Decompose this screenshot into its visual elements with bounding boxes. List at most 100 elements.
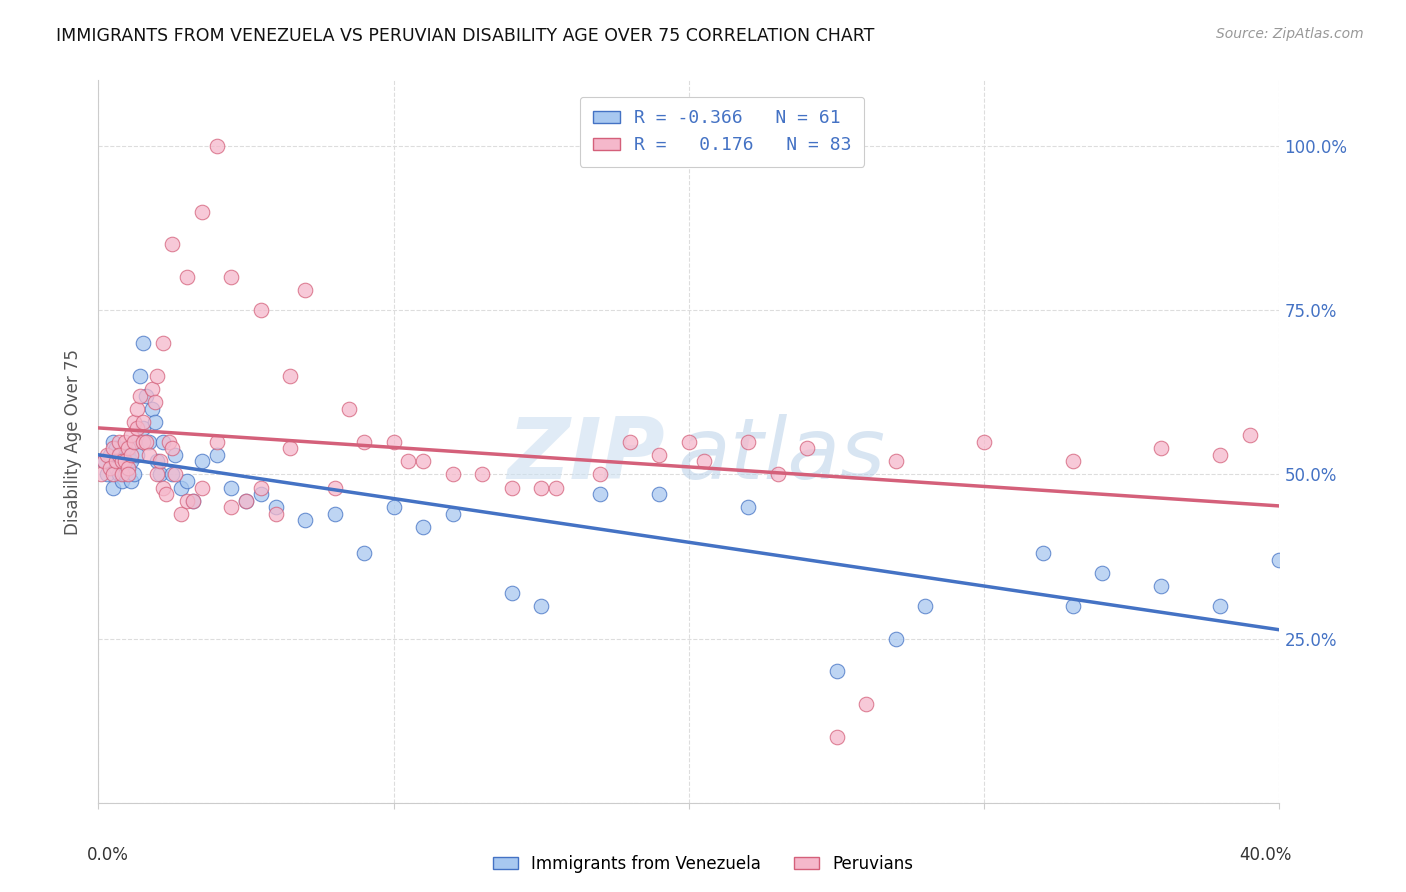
Text: atlas: atlas xyxy=(678,415,886,498)
Point xyxy=(98,460,121,475)
Point xyxy=(884,632,907,646)
Point xyxy=(737,500,759,515)
Point xyxy=(135,388,157,402)
Point xyxy=(135,434,157,449)
Point xyxy=(125,401,148,416)
Point xyxy=(138,448,160,462)
Point xyxy=(141,401,163,416)
Point xyxy=(108,467,131,482)
Point xyxy=(132,336,155,351)
Point xyxy=(619,434,641,449)
Point xyxy=(471,467,494,482)
Point xyxy=(181,493,204,508)
Point xyxy=(1209,599,1232,613)
Text: ZIP: ZIP xyxy=(508,415,665,498)
Point xyxy=(90,467,112,482)
Point xyxy=(108,448,131,462)
Point xyxy=(412,520,434,534)
Point xyxy=(114,467,136,482)
Point xyxy=(205,434,228,449)
Point xyxy=(294,284,316,298)
Point xyxy=(235,493,257,508)
Point xyxy=(412,454,434,468)
Point xyxy=(128,388,150,402)
Point xyxy=(162,467,183,482)
Legend: Immigrants from Venezuela, Peruvians: Immigrants from Venezuela, Peruvians xyxy=(486,848,920,880)
Point xyxy=(250,303,273,318)
Point xyxy=(176,474,198,488)
Point xyxy=(114,454,136,468)
Point xyxy=(1239,428,1261,442)
Point xyxy=(235,493,257,508)
Point xyxy=(737,434,759,449)
Point xyxy=(501,585,523,599)
Point xyxy=(96,448,118,462)
Point xyxy=(323,481,346,495)
Text: IMMIGRANTS FROM VENEZUELA VS PERUVIAN DISABILITY AGE OVER 75 CORRELATION CHART: IMMIGRANTS FROM VENEZUELA VS PERUVIAN DI… xyxy=(56,27,875,45)
Point xyxy=(530,481,553,495)
Point xyxy=(165,448,187,462)
Point xyxy=(143,415,166,429)
Point xyxy=(105,460,128,475)
Point xyxy=(149,454,172,468)
Point xyxy=(103,441,125,455)
Point xyxy=(914,599,936,613)
Point xyxy=(339,401,361,416)
Point xyxy=(191,454,214,468)
Point xyxy=(152,434,174,449)
Y-axis label: Disability Age Over 75: Disability Age Over 75 xyxy=(65,349,83,534)
Point xyxy=(93,454,115,468)
Point xyxy=(152,336,174,351)
Point xyxy=(108,434,131,449)
Point xyxy=(530,599,553,613)
Point xyxy=(589,487,612,501)
Point xyxy=(114,434,136,449)
Point xyxy=(132,421,155,435)
Point xyxy=(132,434,155,449)
Point xyxy=(221,481,243,495)
Point xyxy=(884,454,907,468)
Point xyxy=(191,481,214,495)
Point xyxy=(103,467,125,482)
Point xyxy=(1209,448,1232,462)
Point xyxy=(382,434,405,449)
Point xyxy=(117,460,139,475)
Point xyxy=(221,270,243,285)
Point xyxy=(146,368,169,383)
Point xyxy=(678,434,700,449)
Point xyxy=(105,441,128,455)
Point xyxy=(162,441,183,455)
Point xyxy=(103,481,125,495)
Text: Source: ZipAtlas.com: Source: ZipAtlas.com xyxy=(1216,27,1364,41)
Point xyxy=(1032,546,1054,560)
Point xyxy=(170,507,193,521)
Point xyxy=(120,428,142,442)
Point xyxy=(98,448,121,462)
Point xyxy=(122,434,145,449)
Point xyxy=(122,415,145,429)
Point xyxy=(120,454,142,468)
Point xyxy=(105,454,128,468)
Point xyxy=(589,467,612,482)
Point xyxy=(103,434,125,449)
Point xyxy=(125,448,148,462)
Point xyxy=(111,474,134,488)
Point xyxy=(648,487,671,501)
Point xyxy=(264,507,287,521)
Point xyxy=(353,546,375,560)
Point xyxy=(1062,454,1084,468)
Point xyxy=(143,395,166,409)
Point xyxy=(264,500,287,515)
Point xyxy=(1062,599,1084,613)
Point xyxy=(648,448,671,462)
Point xyxy=(146,454,169,468)
Point xyxy=(132,415,155,429)
Point xyxy=(152,481,174,495)
Point xyxy=(117,441,139,455)
Point xyxy=(766,467,789,482)
Point xyxy=(120,448,142,462)
Point xyxy=(122,434,145,449)
Point xyxy=(117,460,139,475)
Point xyxy=(796,441,818,455)
Point xyxy=(96,467,118,482)
